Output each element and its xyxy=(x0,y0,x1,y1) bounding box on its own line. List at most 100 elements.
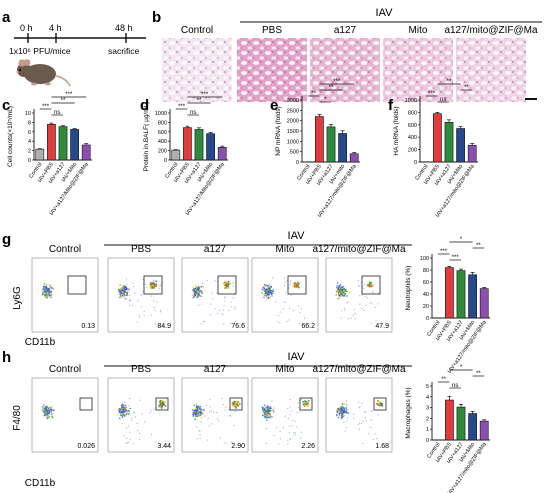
flow-event xyxy=(343,421,345,423)
bar xyxy=(326,126,336,163)
flow-event xyxy=(354,313,356,315)
flow-gate-value: 2.26 xyxy=(301,443,315,450)
flow-event xyxy=(139,399,141,401)
flow-event xyxy=(301,400,304,403)
flow-event xyxy=(192,289,194,291)
flow-event xyxy=(265,406,267,408)
flow-event xyxy=(372,292,374,294)
flow-event xyxy=(132,286,135,288)
flow-event xyxy=(138,314,140,317)
flow-event xyxy=(262,411,264,414)
flow-event xyxy=(288,287,290,289)
flow-event xyxy=(47,287,50,290)
flow-event xyxy=(46,293,49,295)
flow-event xyxy=(265,412,267,415)
flow-event xyxy=(125,294,127,296)
flow-event xyxy=(153,283,155,285)
flow-event xyxy=(232,282,234,284)
flow-event xyxy=(336,413,338,416)
flow-event xyxy=(160,285,162,287)
flow-label-1: PBS xyxy=(131,244,151,255)
bar xyxy=(467,144,477,163)
flow-event xyxy=(128,405,130,407)
flow-event xyxy=(159,399,162,402)
flow-event xyxy=(48,283,51,286)
flow-event xyxy=(49,293,51,295)
flow-event xyxy=(268,293,271,295)
timeline-dose: 1x10⁶ PFU/mice xyxy=(9,46,71,56)
flow-event xyxy=(278,443,280,445)
flow-event xyxy=(296,412,298,414)
flow-event xyxy=(41,292,44,295)
flow-event xyxy=(234,306,236,308)
flow-event xyxy=(123,288,126,291)
flow-event xyxy=(119,295,122,297)
flow-event xyxy=(272,411,275,413)
flow-event xyxy=(346,302,349,304)
flow-event xyxy=(51,405,54,408)
histology-texture-2 xyxy=(310,38,380,102)
histology-texture-1 xyxy=(237,38,307,102)
flow-event xyxy=(344,309,346,312)
flow-event xyxy=(152,284,155,287)
bar xyxy=(81,144,91,161)
flow-gate-value: 1.68 xyxy=(375,443,389,450)
flow-event xyxy=(291,410,293,412)
y-tick-label: 2 xyxy=(426,416,429,422)
panel-g-group-header: IAV xyxy=(288,230,306,242)
flow-event xyxy=(150,295,152,297)
flow-event xyxy=(150,409,152,411)
flow-event xyxy=(289,399,291,401)
flow-event xyxy=(119,410,121,412)
y-tick-label: 3000 xyxy=(287,98,299,104)
flow-event xyxy=(291,419,293,422)
flow-event xyxy=(343,406,345,409)
flow-event xyxy=(231,306,233,308)
flow-event xyxy=(150,281,153,284)
flow-event xyxy=(353,308,355,310)
flow-event xyxy=(372,284,375,287)
significance-label: * xyxy=(460,237,463,243)
flow-event xyxy=(117,288,120,291)
flow-event xyxy=(202,320,205,322)
flow-event xyxy=(234,404,237,407)
flow-event xyxy=(376,402,378,405)
flow-event xyxy=(159,401,161,404)
flow-event xyxy=(230,301,232,303)
flow-gate xyxy=(229,397,243,411)
flow-event xyxy=(193,404,196,407)
y-tick-label: 400 xyxy=(408,135,417,141)
flow-event xyxy=(228,409,230,411)
flow-event xyxy=(268,291,271,293)
flow-event xyxy=(287,417,289,420)
flow-event xyxy=(159,309,162,312)
flow-event xyxy=(122,412,124,415)
flow-gate xyxy=(299,397,313,411)
significance-label: ** xyxy=(476,371,481,377)
flow-event xyxy=(221,397,223,400)
flow-event xyxy=(194,409,196,411)
bar xyxy=(444,122,454,163)
flow-event xyxy=(46,289,49,292)
flow-event xyxy=(344,410,347,413)
flow-event xyxy=(129,299,131,302)
flow-event xyxy=(118,290,121,293)
flow-event xyxy=(336,285,338,287)
flow-event xyxy=(352,314,354,316)
flow-event xyxy=(224,300,226,302)
flow-event xyxy=(43,291,45,293)
flow-event xyxy=(199,412,202,415)
flow-event xyxy=(50,291,53,293)
flow-event xyxy=(122,292,125,295)
flow-event xyxy=(340,405,342,408)
flow-event xyxy=(44,290,47,293)
flow-event xyxy=(125,410,127,412)
flow-event xyxy=(224,409,226,411)
flow-event xyxy=(121,410,123,413)
flow-event xyxy=(295,282,298,285)
flow-event xyxy=(303,400,306,402)
flow-event xyxy=(343,307,345,310)
flow-event xyxy=(222,403,224,406)
flow-event xyxy=(277,321,279,323)
flow-event xyxy=(126,437,128,440)
